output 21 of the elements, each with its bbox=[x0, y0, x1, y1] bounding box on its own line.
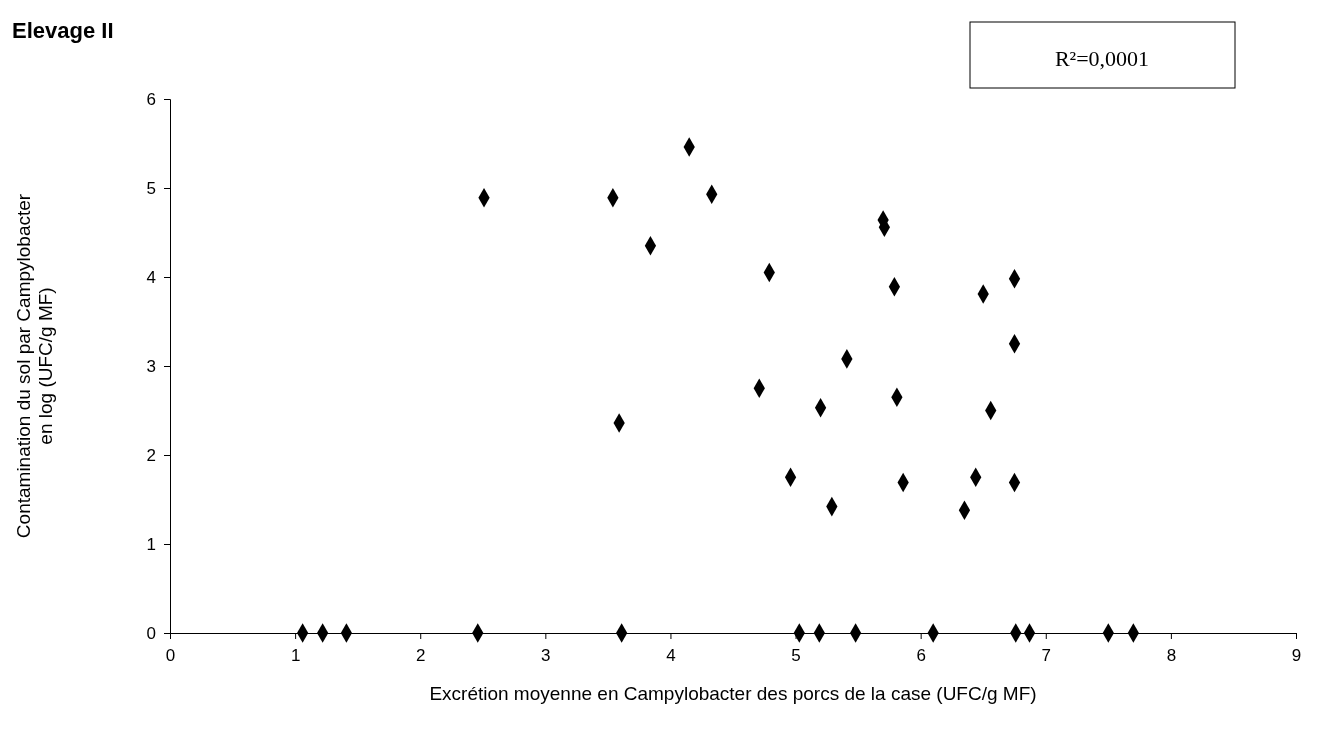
x-tick-label: 3 bbox=[541, 645, 551, 665]
x-tick-label: 7 bbox=[1041, 645, 1052, 665]
x-tick-label: 1 bbox=[290, 645, 301, 665]
y-tick-label: 6 bbox=[146, 89, 156, 109]
y-tick-label: 2 bbox=[146, 445, 156, 465]
x-tick-label: 0 bbox=[165, 645, 176, 665]
y-axis-title: Contamination du sol par Campylobacter en log (UFC/g MF) bbox=[13, 193, 56, 539]
x-tick-label: 5 bbox=[791, 645, 801, 665]
x-tick-label: 6 bbox=[916, 645, 926, 665]
x-axis-title: Excrétion moyenne en Campylobacter des porcs de la case (UFC/g MF) bbox=[429, 683, 1037, 704]
y-tick-label: 3 bbox=[146, 356, 156, 376]
y-tick-label: 1 bbox=[146, 534, 156, 554]
y-tick-label: 4 bbox=[146, 267, 156, 287]
text: R²=0,0001 bbox=[1054, 46, 1150, 71]
y-tick-label: 5 bbox=[146, 178, 156, 198]
y-tick-label: 0 bbox=[146, 623, 156, 643]
x-tick-label: 9 bbox=[1291, 645, 1302, 665]
x-tick-label: 8 bbox=[1166, 645, 1177, 665]
x-tick-label: 2 bbox=[415, 645, 426, 665]
chart-title: Elevage II bbox=[12, 18, 114, 43]
x-tick-label: 4 bbox=[666, 645, 676, 665]
